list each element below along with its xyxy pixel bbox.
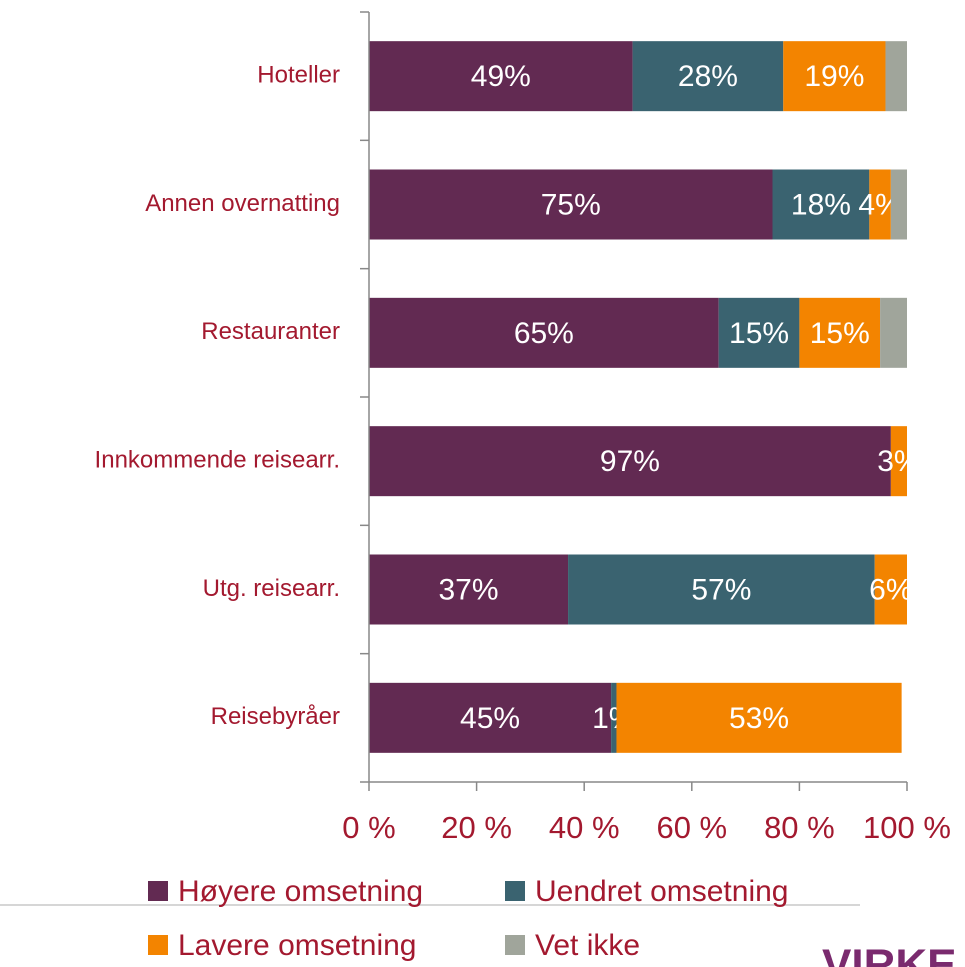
data-label: 19% — [804, 60, 864, 93]
x-tick-label: 60 % — [656, 810, 727, 845]
data-label: 15% — [810, 317, 870, 350]
bar-segment — [890, 426, 907, 497]
x-tick-label: 100 % — [863, 810, 951, 845]
bar-segment — [869, 169, 891, 240]
category-label: Annen overnatting — [145, 190, 340, 217]
data-label: 37% — [439, 573, 499, 606]
legend-swatch — [148, 881, 168, 901]
data-label: 97% — [600, 445, 660, 478]
bar-segment — [369, 169, 773, 240]
bar-segment — [874, 554, 907, 625]
bar-segment — [611, 682, 617, 753]
legend-swatch — [505, 881, 525, 901]
logo: VIRKE — [822, 941, 956, 967]
bar-segment — [632, 41, 784, 112]
bar-segment — [369, 554, 569, 625]
bar-segment — [799, 297, 881, 368]
data-label: 15% — [729, 317, 789, 350]
x-tick-label: 0 % — [342, 810, 395, 845]
bar-segment — [568, 554, 875, 625]
legend-swatch — [505, 935, 525, 955]
data-label: 75% — [541, 188, 601, 221]
bar-segment — [369, 41, 633, 112]
data-label: 53% — [729, 702, 789, 735]
bar-segment — [783, 41, 886, 112]
data-label: 57% — [691, 573, 751, 606]
category-label: Innkommende reisearr. — [95, 447, 340, 474]
category-label: Restauranter — [201, 318, 340, 345]
bar-segment — [718, 297, 800, 368]
category-label: Hoteller — [257, 62, 340, 89]
data-label: 6% — [869, 573, 912, 606]
legend-label: Vet ikke — [535, 929, 640, 962]
category-label: Utg. reisearr. — [203, 575, 340, 602]
legend-label: Lavere omsetning — [178, 929, 416, 962]
bar-segment — [885, 41, 907, 112]
x-tick-label: 20 % — [441, 810, 512, 845]
legend-label: Høyere omsetning — [178, 875, 423, 908]
bar-segment — [369, 426, 891, 497]
bar-segment — [772, 169, 870, 240]
data-label: 65% — [514, 317, 574, 350]
bar-segment — [880, 297, 907, 368]
x-tick-label: 40 % — [549, 810, 620, 845]
legend-label: Uendret omsetning — [535, 875, 788, 908]
data-label: 18% — [791, 188, 851, 221]
data-label: 49% — [471, 60, 531, 93]
legend-swatch — [148, 935, 168, 955]
data-label: 45% — [460, 702, 520, 735]
bar-segment — [369, 297, 719, 368]
bar-segment — [616, 682, 902, 753]
category-label: Reisebyråer — [211, 703, 340, 730]
bar-segment — [369, 682, 612, 753]
bar-segment — [890, 169, 907, 240]
x-tick-label: 80 % — [764, 810, 835, 845]
data-label: 28% — [678, 60, 738, 93]
data-label: 3% — [877, 445, 920, 478]
